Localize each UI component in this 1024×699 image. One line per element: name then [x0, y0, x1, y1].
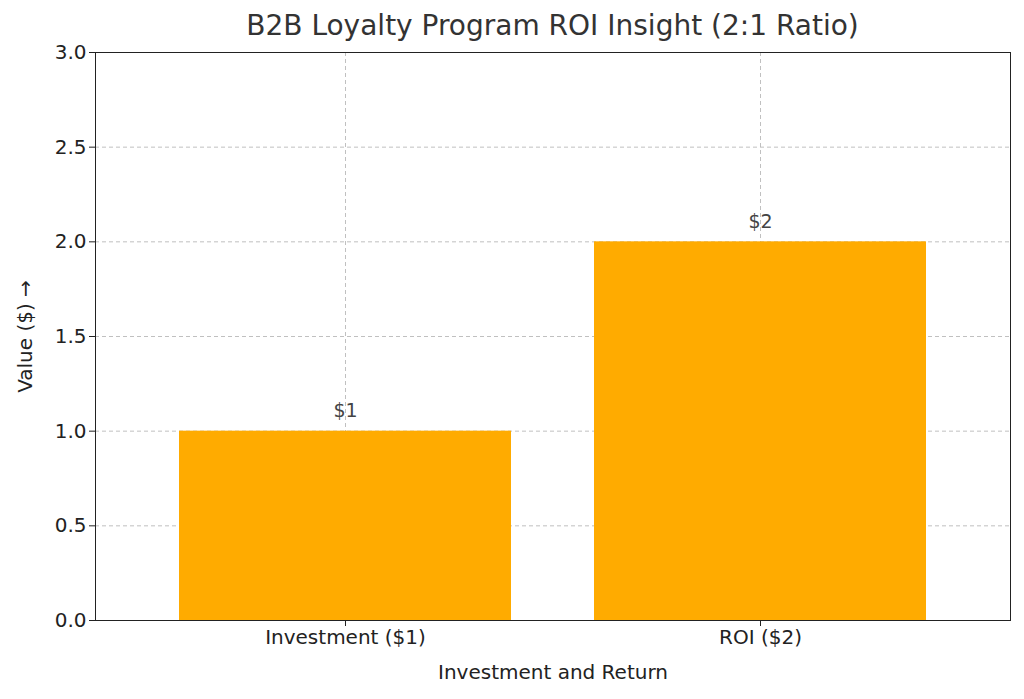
svg-text:1.5: 1.5 — [55, 324, 87, 348]
svg-text:ROI ($2): ROI ($2) — [719, 625, 802, 649]
svg-text:1.0: 1.0 — [55, 419, 87, 443]
svg-text:3.0: 3.0 — [55, 45, 87, 64]
svg-text:Investment and Return: Investment and Return — [438, 660, 668, 684]
svg-text:Value ($) →: Value ($) → — [13, 280, 37, 393]
svg-text:2.0: 2.0 — [55, 229, 87, 253]
html-text:B2B Loyalty Program ROI Insigh: B2B Loyalty Program ROI Insight (2:1 Rat… — [246, 9, 859, 42]
svg-text:$1: $1 — [333, 399, 357, 421]
svg-text:0.0: 0.0 — [55, 608, 87, 632]
svg-text:2.5: 2.5 — [55, 135, 87, 159]
svg-text:Investment ($1): Investment ($1) — [265, 625, 426, 649]
svg-text:0.5: 0.5 — [55, 513, 87, 537]
svg-text:$2: $2 — [748, 210, 772, 232]
